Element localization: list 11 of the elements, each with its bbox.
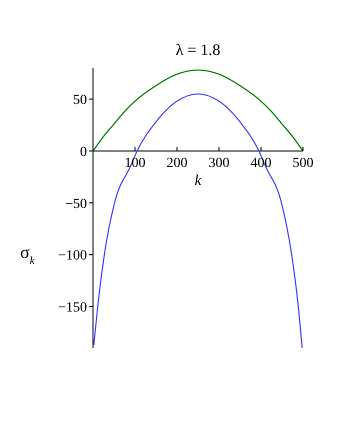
y-axis-title: σ$_{k}$ <box>20 242 36 267</box>
y-tick-label: 50 <box>73 93 87 108</box>
y-tick-label: −50 <box>65 196 87 212</box>
y-tick-label: −150 <box>58 300 87 316</box>
x-tick-label: 500 <box>292 156 314 171</box>
x-tick-label: 200 <box>166 156 188 171</box>
chart-title: λ = 1.8 <box>174 42 222 60</box>
y-tick-label: −100 <box>58 248 87 264</box>
x-tick-label: 300 <box>208 156 230 171</box>
x-axis-title: k <box>194 172 202 189</box>
y-tick-label: 0 <box>80 144 87 160</box>
